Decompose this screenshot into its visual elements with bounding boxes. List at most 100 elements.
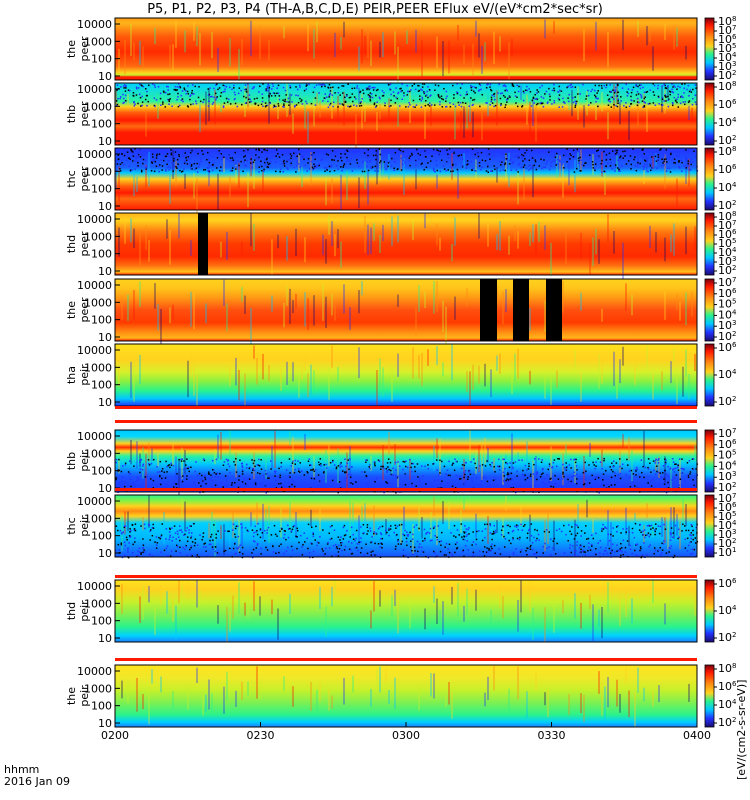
colorbar-scale <box>704 579 715 643</box>
panel-label: the peer <box>65 36 91 62</box>
heatmap-field <box>115 344 697 406</box>
panel-label-line: peer <box>78 297 91 323</box>
colorbar-scale <box>704 664 715 728</box>
y-tick-label: 100 <box>91 118 112 131</box>
colorbar-tick-label: 107 <box>718 24 736 37</box>
colorbar-tick-label: 107 <box>718 276 736 289</box>
x-tick-label: 0330 <box>538 729 566 742</box>
panel-label-line: peer <box>78 36 91 62</box>
heatmap-field <box>115 148 697 210</box>
colorbar-tick-label: 107 <box>718 492 736 505</box>
y-tick-label: 10000 <box>77 279 112 292</box>
y-tick-label: 10 <box>98 547 112 560</box>
colorbar-tick-label: 102 <box>718 199 736 212</box>
colorbar-tick-label: 106 <box>718 341 737 354</box>
y-tick-label: 10000 <box>77 430 112 443</box>
colorbar-tick-label: 105 <box>718 449 736 462</box>
y-tick-label: 100 <box>91 53 112 66</box>
colorbar-tick-label: 105 <box>718 237 736 250</box>
panel-label: the peer <box>65 297 91 323</box>
panel-frame <box>114 212 698 276</box>
panel-label-line: peer <box>78 101 91 127</box>
colorbar-tick-label: 104 <box>718 368 737 381</box>
heatmap-texture <box>121 665 690 727</box>
colorbar-tick-label: 102 <box>718 395 736 408</box>
panel-separator <box>115 575 697 578</box>
y-tick-label: 100 <box>91 530 112 543</box>
panel-label: thb peer <box>65 101 91 127</box>
colorbar-tick-label: 104 <box>718 116 737 129</box>
y-tick-label: 10000 <box>77 18 112 31</box>
panel-label-line: peir <box>78 685 91 707</box>
panel-label-line: the <box>65 301 78 319</box>
colorbar-scale <box>704 147 715 211</box>
colorbar-tick-label: 102 <box>718 330 736 343</box>
heatmap-texture <box>118 430 696 496</box>
colorbar-tick-label: 102 <box>718 69 736 82</box>
panel-label-line: tha <box>65 366 78 384</box>
colorbar-tick-label: 107 <box>718 219 736 232</box>
y-tick-label: 10000 <box>77 213 112 226</box>
colorbar-tick-label: 102 <box>718 481 736 494</box>
y-tick-label: 10 <box>98 70 112 83</box>
x-axis: 0200 0230 0300 0330 0400 <box>101 722 711 742</box>
x-axis-label-date: 2016 Jan 09 <box>4 775 70 788</box>
panel-label-line: peir <box>78 450 91 472</box>
heatmap-field <box>115 580 697 642</box>
y-tick-label: 100 <box>91 615 112 628</box>
heatmap-field <box>115 665 697 727</box>
panel-label-line: thd <box>65 235 78 253</box>
colorbar-tick-label: 104 <box>718 181 737 194</box>
panel-separator <box>115 658 697 661</box>
colorbar-scale <box>704 82 715 146</box>
y-tick-label: 100 <box>91 314 112 327</box>
spectrogram-panel-4: 10 100 1000 10000 thd peer 1021031041051061071… <box>65 210 737 279</box>
spectrogram-panel-6: 10 100 1000 10000 tha peir 102 104 106 <box>65 341 737 410</box>
heatmap-field <box>115 18 697 80</box>
colorbar: 102 104 106 <box>704 341 737 408</box>
panel-frame <box>114 429 698 493</box>
panel-separator <box>115 406 697 409</box>
y-tick-label: 1000 <box>84 447 112 460</box>
heatmap-noise <box>115 148 699 173</box>
y-tick-label: 100 <box>91 183 112 196</box>
heatmap-texture <box>118 19 687 83</box>
heatmap-field <box>115 495 697 557</box>
colorbar-tick-label: 108 <box>718 145 736 158</box>
y-tick-label: 10 <box>98 200 112 213</box>
spectrogram-panel-1: 10 100 1000 10000 the peer 1021031041051061071… <box>65 15 737 83</box>
y-tick-label: 100 <box>91 465 112 478</box>
heatmap-field <box>115 279 697 341</box>
colorbar-scale <box>704 494 715 558</box>
y-tick-label: 10000 <box>77 83 112 96</box>
y-tick-label: 1000 <box>84 682 112 695</box>
y-tick-label: 1000 <box>84 35 112 48</box>
colorbar-tick-label: 102 <box>718 134 736 147</box>
panel-frame <box>114 82 698 146</box>
colorbar-tick-label: 108 <box>718 15 736 28</box>
spectrogram-panel-3: 10 100 1000 10000 thc peer 102 104 106 108 <box>65 145 737 214</box>
colorbar-tick-label: 101 <box>718 546 736 559</box>
heatmap-texture <box>121 279 693 346</box>
heatmap-texture <box>121 580 696 642</box>
panel-frame <box>114 494 698 558</box>
y-tick-label: 100 <box>91 379 112 392</box>
chart-title: P5, P1, P2, P3, P4 (TH-A,B,C,D,E) PEIR,P… <box>147 2 603 17</box>
panel-frame <box>114 147 698 211</box>
panel-label: thc peer <box>65 166 91 192</box>
y-tick-label: 10 <box>98 265 112 278</box>
colorbar-tick-label: 102 <box>718 716 736 729</box>
colorbar-scale <box>704 17 715 81</box>
panel-label-line: thb <box>65 105 78 123</box>
data-gap <box>513 279 529 341</box>
panel-label: thd peir <box>65 600 91 622</box>
colorbar-scale <box>704 212 715 276</box>
panel-separator <box>115 420 697 423</box>
y-tick-label: 10000 <box>77 344 112 357</box>
heatmap-noise <box>115 83 697 109</box>
